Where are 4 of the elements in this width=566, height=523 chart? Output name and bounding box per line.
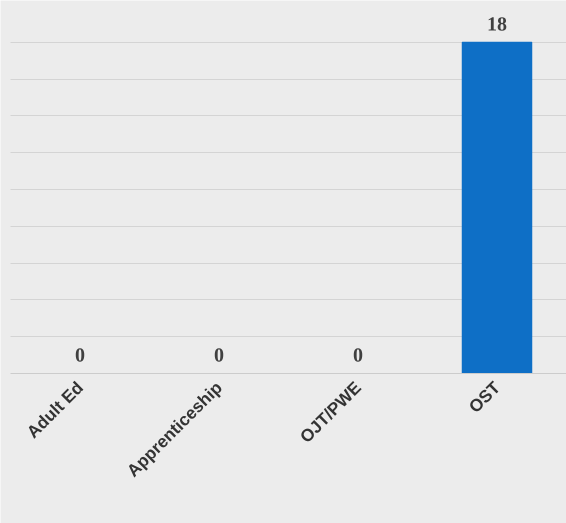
data-label: 0 xyxy=(214,344,224,366)
data-label: 0 xyxy=(75,344,85,366)
data-label: 18 xyxy=(487,13,507,36)
data-label: 0 xyxy=(353,344,363,366)
